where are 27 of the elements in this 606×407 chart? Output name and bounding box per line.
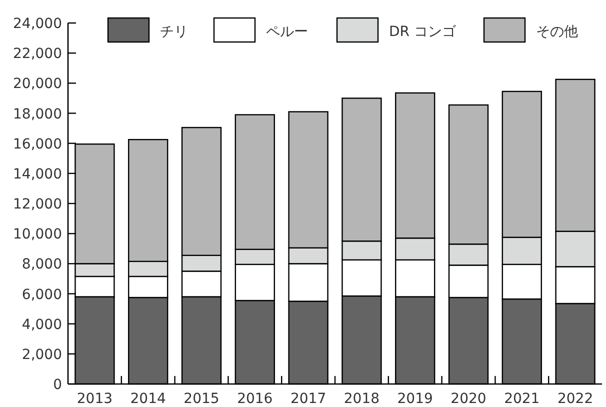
x-tick-label: 2020 (450, 391, 486, 407)
x-tick-label: 2016 (237, 391, 273, 407)
x-tick-label: 2019 (397, 391, 433, 407)
x-tick-label: 2022 (557, 391, 594, 407)
y-tick-label: 2,000 (22, 346, 62, 363)
x-tick-label: 2021 (504, 391, 540, 407)
y-tick-label: 16,000 (13, 136, 62, 152)
y-tick-label: 4,000 (22, 316, 62, 333)
legend-label: DR コンゴ (389, 24, 457, 40)
y-tick-label: 8,000 (22, 256, 62, 273)
y-tick-label: 0 (53, 377, 62, 393)
y-tick-label: 14,000 (13, 166, 62, 182)
x-tick-label: 2018 (344, 391, 380, 407)
legend-label: その他 (536, 24, 578, 40)
legend-label: チリ (160, 24, 188, 40)
x-tick-label: 2017 (290, 391, 326, 407)
y-tick-label: 18,000 (13, 106, 62, 122)
y-tick-label: 22,000 (13, 46, 62, 62)
y-tick-label: 12,000 (13, 196, 62, 212)
x-tick-label: 2014 (130, 391, 166, 407)
y-tick-label: 10,000 (13, 226, 62, 243)
x-tick-label: 2013 (76, 391, 113, 407)
y-tick-label: 24,000 (13, 16, 62, 32)
y-tick-label: 6,000 (22, 286, 62, 303)
y-tick-label: 20,000 (13, 76, 62, 92)
x-tick-label: 2015 (184, 391, 220, 407)
legend-label: ペルー (266, 24, 308, 40)
